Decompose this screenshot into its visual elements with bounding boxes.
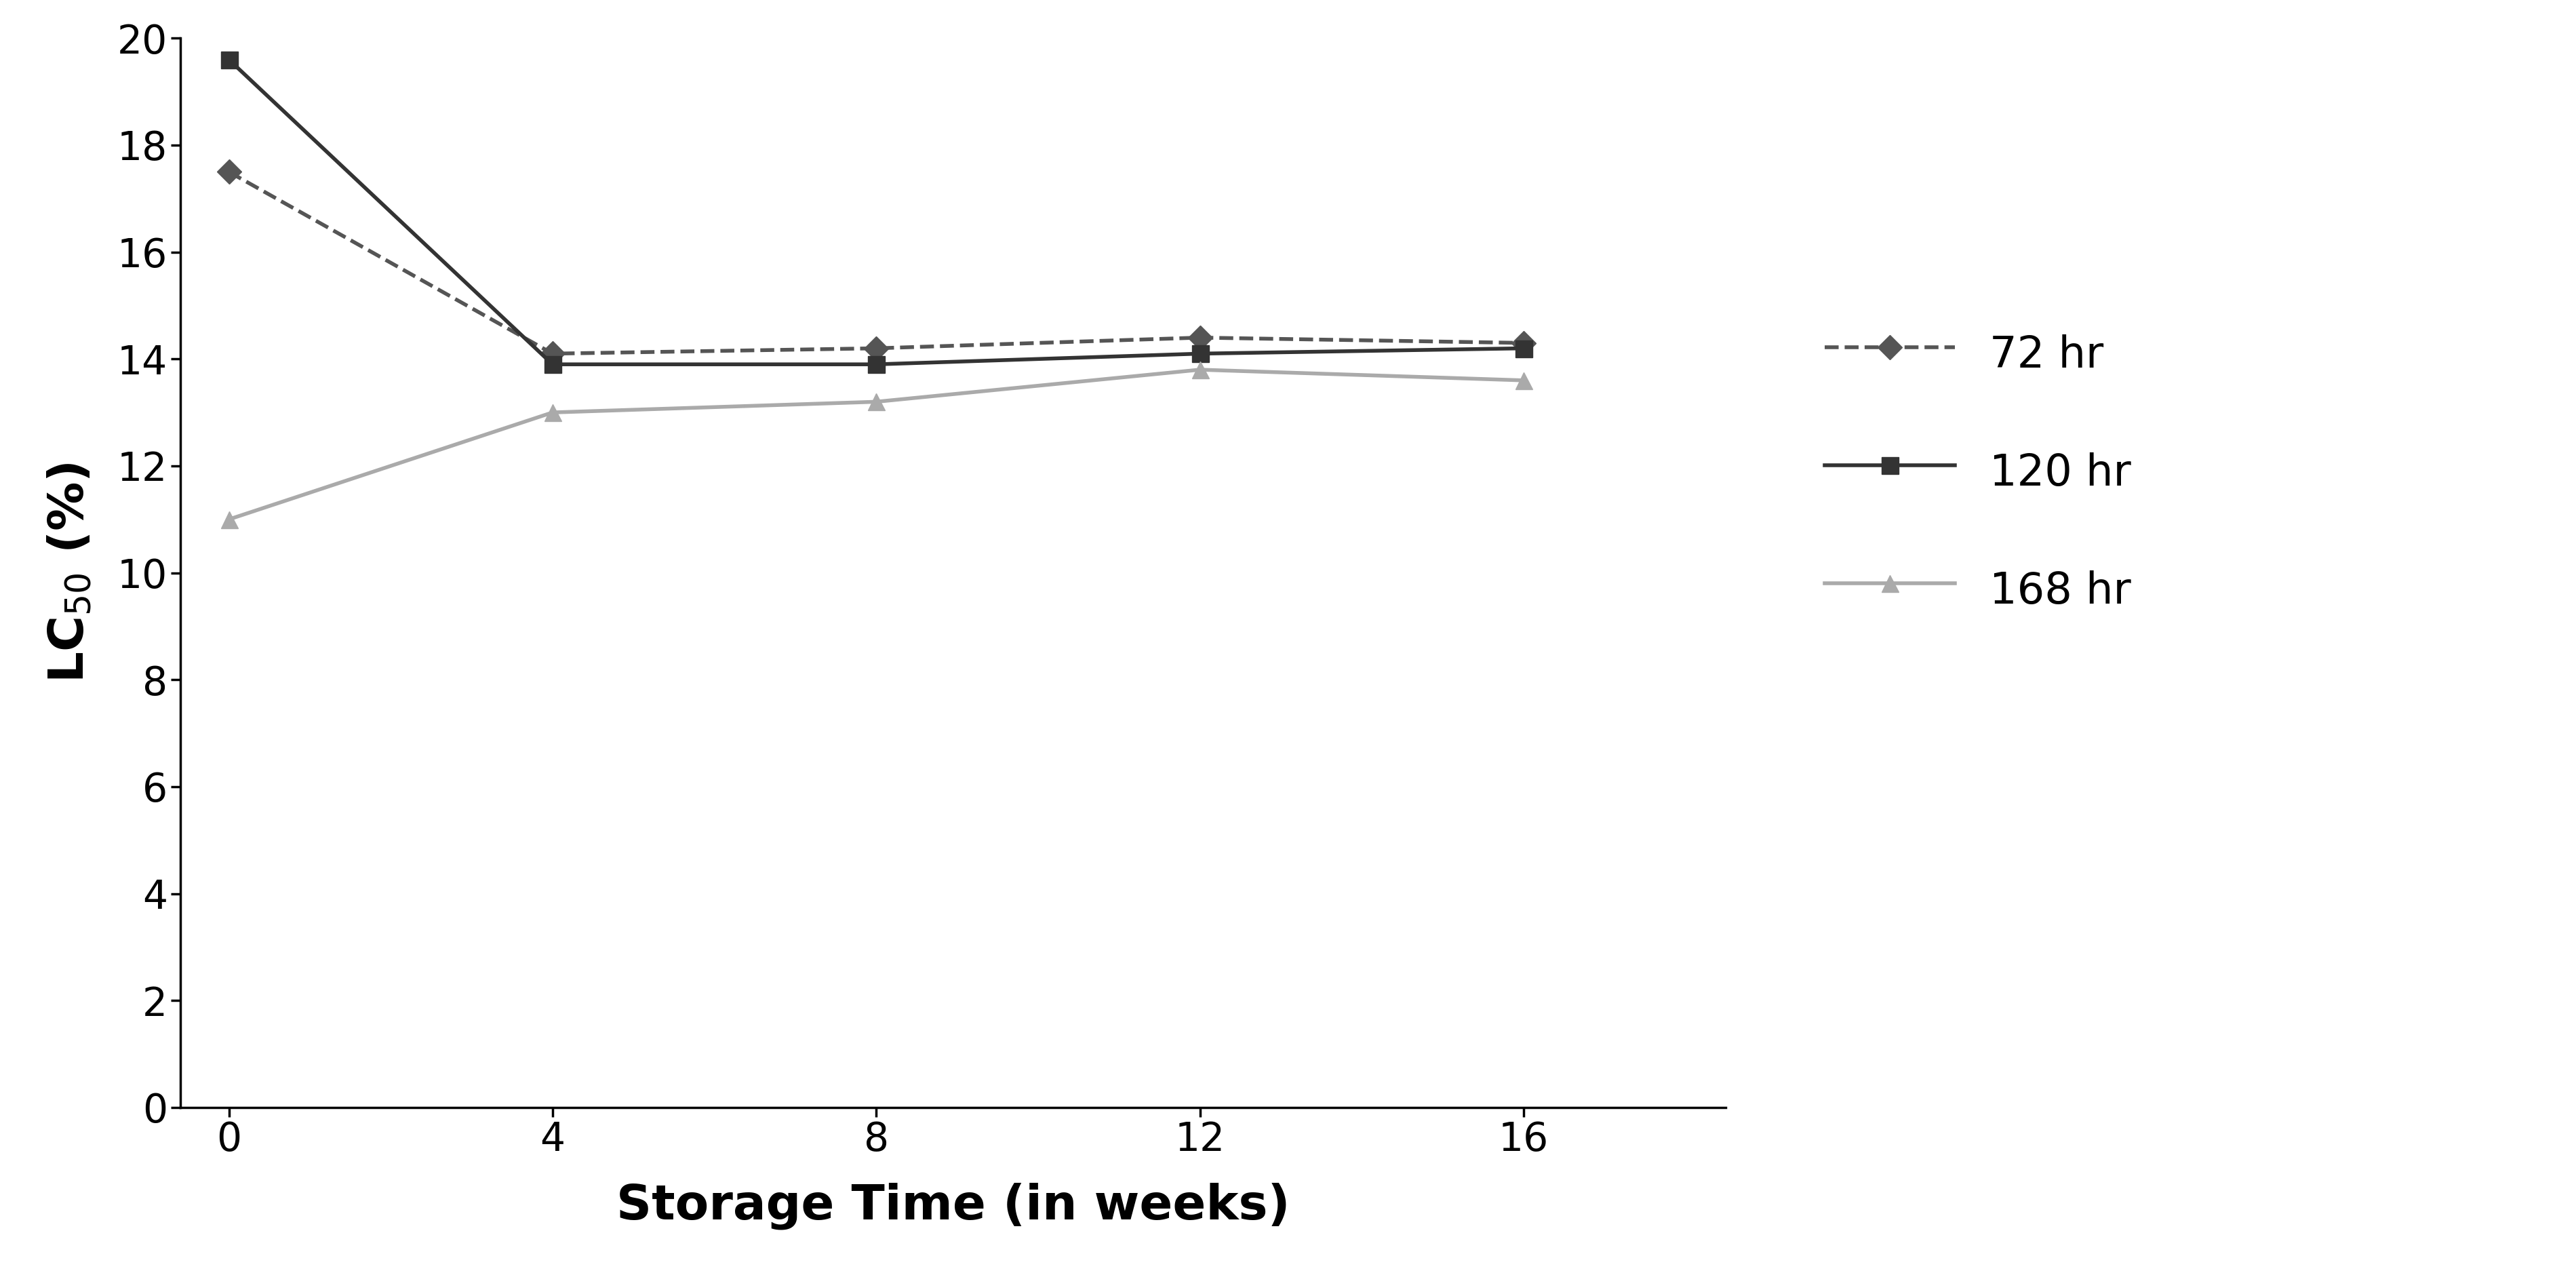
Y-axis label: LC$_{50}$ (%): LC$_{50}$ (%) — [46, 462, 93, 684]
Legend: 72 hr, 120 hr, 168 hr: 72 hr, 120 hr, 168 hr — [1824, 327, 2130, 616]
X-axis label: Storage Time (in weeks): Storage Time (in weeks) — [616, 1183, 1291, 1230]
